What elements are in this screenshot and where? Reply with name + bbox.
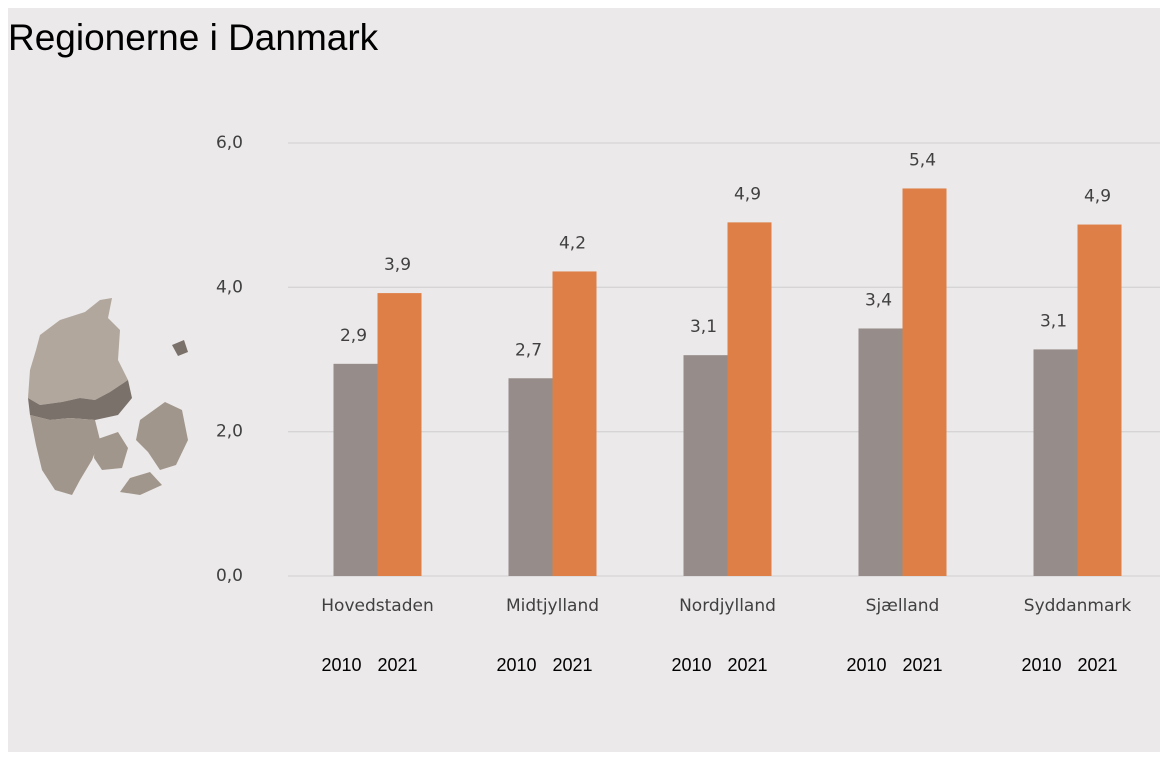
series-year-label: 2021 [1077, 655, 1117, 675]
x-tick-label: Syddanmark [1024, 596, 1132, 616]
bar [858, 328, 903, 576]
series-year-label: 2010 [321, 655, 361, 675]
value-label: 2,7 [515, 340, 542, 360]
chart-title: Regionerne i Danmark [8, 17, 379, 58]
y-tick-label: 0,0 [216, 566, 243, 586]
y-tick-label: 4,0 [216, 277, 243, 297]
value-label: 4,9 [1084, 187, 1111, 207]
series-year-label: 2021 [902, 655, 942, 675]
x-tick-label: Sjælland [866, 596, 940, 616]
map-icon [28, 298, 188, 495]
value-label: 4,9 [734, 184, 761, 204]
bar [377, 293, 422, 576]
bar [508, 378, 553, 576]
value-label: 3,9 [384, 255, 411, 275]
value-label: 5,4 [909, 150, 936, 170]
bar [1077, 224, 1122, 576]
series-year-label: 2021 [552, 655, 592, 675]
series-year-label: 2021 [377, 655, 417, 675]
x-tick-label: Nordjylland [679, 596, 776, 616]
bar [1033, 349, 1078, 576]
value-label: 2,9 [340, 326, 367, 346]
series-year-label: 2010 [496, 655, 536, 675]
value-label: 3,1 [1040, 311, 1067, 331]
value-label: 4,2 [559, 233, 586, 253]
bar [902, 188, 947, 576]
bar [333, 363, 378, 576]
bar [552, 271, 597, 576]
y-tick-label: 6,0 [216, 133, 243, 153]
x-tick-label: Hovedstaden [321, 596, 433, 616]
bar [727, 222, 772, 576]
series-year-label: 2010 [1021, 655, 1061, 675]
value-label: 3,4 [865, 290, 892, 310]
y-tick-label: 2,0 [216, 422, 243, 442]
x-tick-label: Midtjylland [506, 596, 599, 616]
series-year-label: 2021 [727, 655, 767, 675]
series-year-label: 2010 [671, 655, 711, 675]
value-label: 3,1 [690, 317, 717, 337]
bar [683, 355, 728, 576]
series-year-label: 2010 [846, 655, 886, 675]
